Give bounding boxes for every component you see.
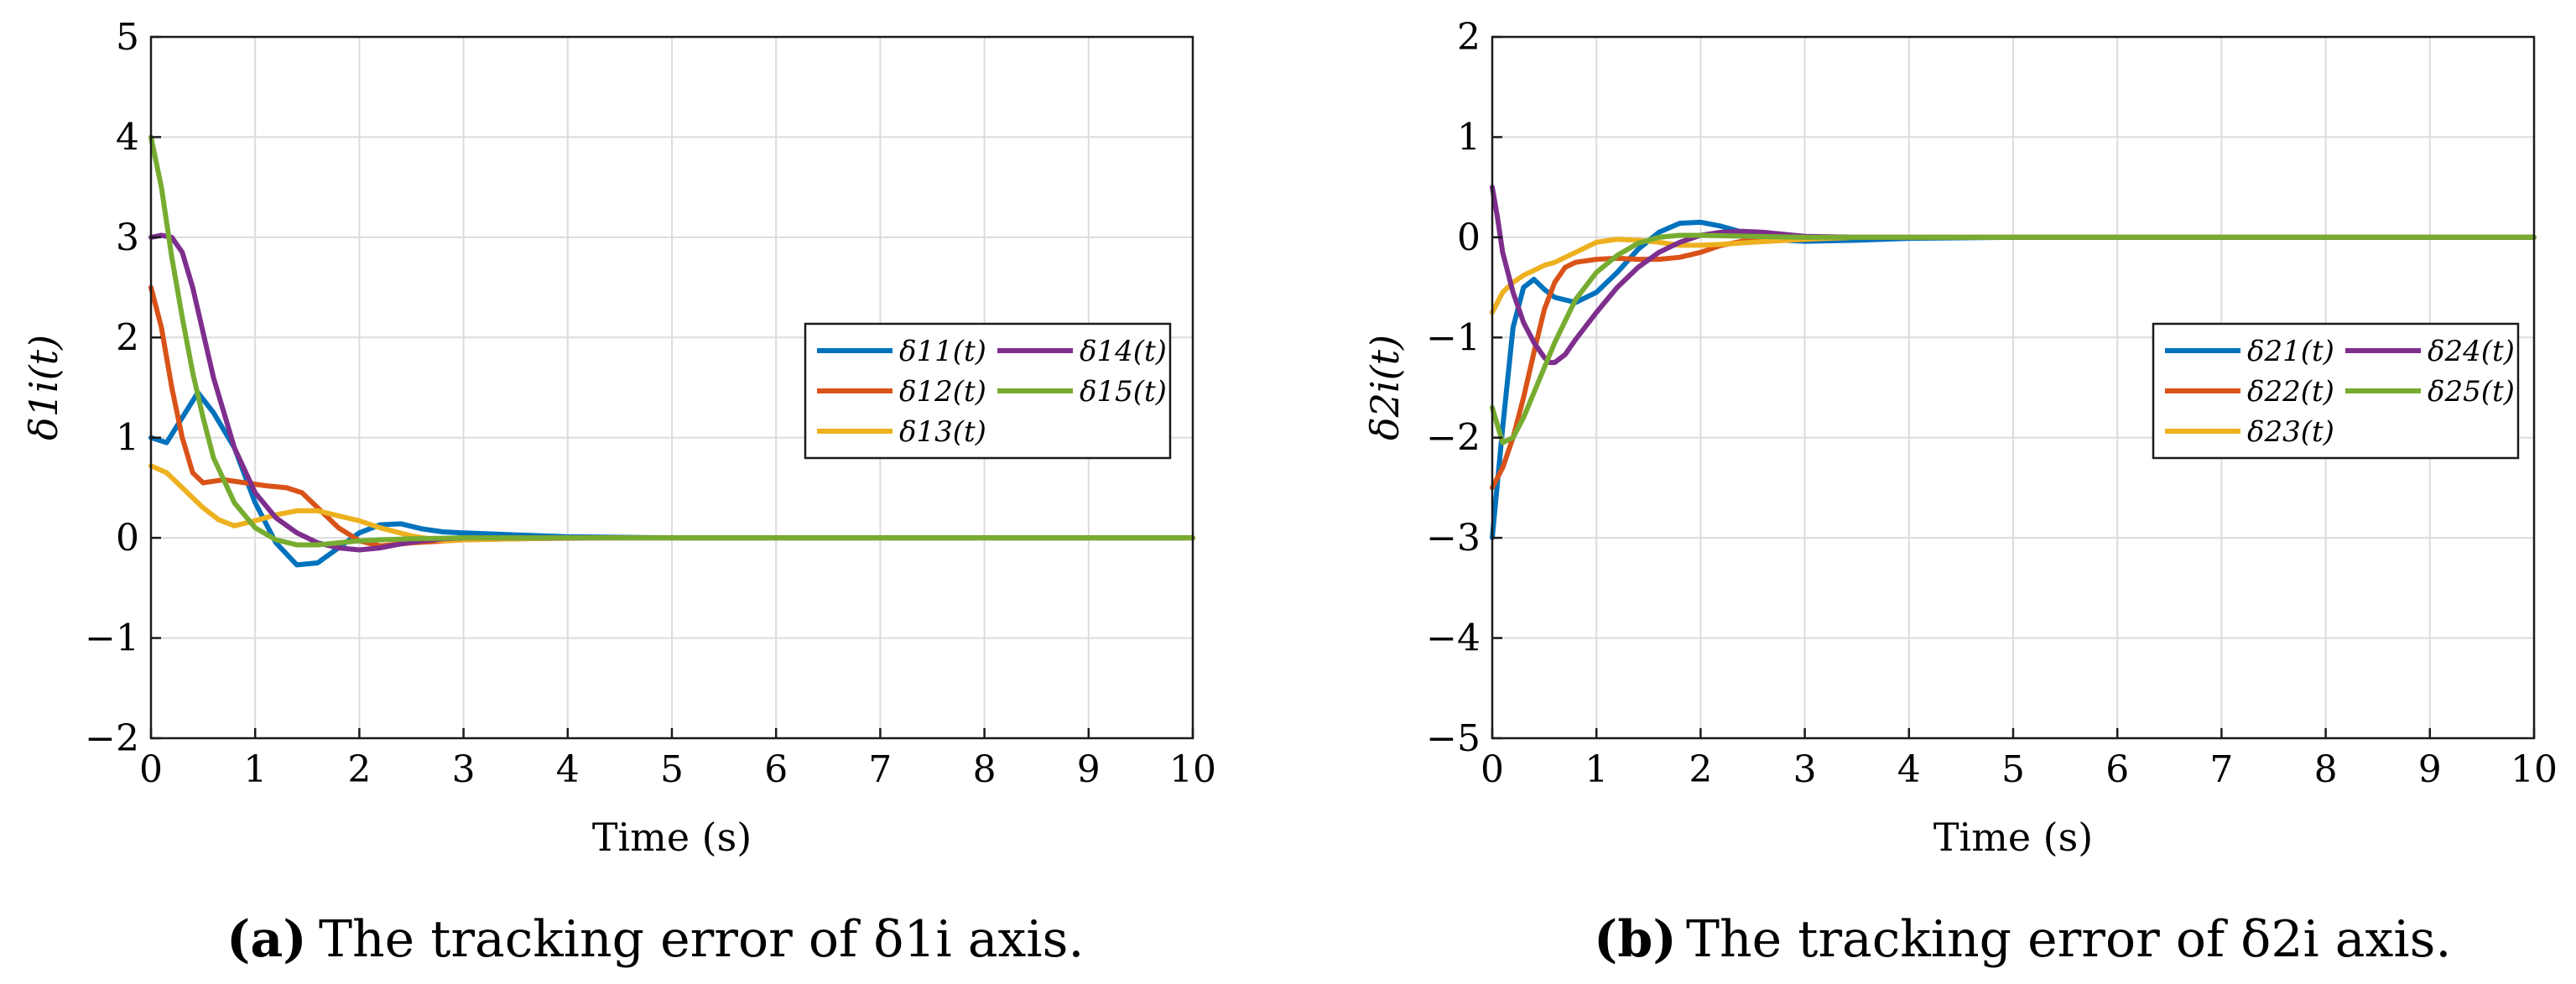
legend-label-2: δ22(t) bbox=[2247, 375, 2334, 409]
y-tick-label: −1 bbox=[85, 617, 139, 660]
x-tick-label: 0 bbox=[139, 748, 163, 791]
panel-a-ylabel: δ1i(t) bbox=[21, 335, 66, 440]
legend-label-2: δ12(t) bbox=[899, 375, 986, 409]
legend-label-5: δ15(t) bbox=[1080, 375, 1167, 409]
x-tick-label: 8 bbox=[2314, 748, 2338, 791]
panel-b-series bbox=[1490, 185, 2537, 541]
y-tick-label: 3 bbox=[116, 216, 139, 259]
legend-label-1: δ21(t) bbox=[2247, 335, 2334, 368]
x-tick-label: 1 bbox=[243, 748, 267, 791]
panel-a-legend: δ11(t) δ12(t) δ13(t) δ14(t) δ15(t) bbox=[804, 322, 1172, 460]
x-tick-label: 4 bbox=[556, 748, 580, 791]
legend-label-3: δ23(t) bbox=[2247, 415, 2334, 449]
y-tick-label: −1 bbox=[1426, 316, 1481, 359]
legend-label-4: δ24(t) bbox=[2428, 335, 2515, 368]
legend-label-4: δ14(t) bbox=[1080, 335, 1167, 368]
y-tick-label: −5 bbox=[1426, 717, 1481, 760]
x-tick-label: 9 bbox=[1077, 748, 1101, 791]
legend-label-1: δ11(t) bbox=[899, 335, 986, 368]
panel-b-xlabel: Time (s) bbox=[1933, 815, 2093, 860]
panel-a-ticks: 0 1 2 3 4 5 6 7 8 9 10 −2 −1 0 1 2 3 4 5 bbox=[85, 16, 1216, 791]
panel-a-caption-text: The tracking error of δ1i axis. bbox=[319, 910, 1084, 969]
legend-label-5: δ25(t) bbox=[2428, 375, 2515, 409]
x-tick-label: 6 bbox=[2105, 748, 2129, 791]
panel-b-legend: δ21(t) δ22(t) δ23(t) δ24(t) δ25(t) bbox=[2152, 322, 2520, 460]
y-tick-label: 4 bbox=[116, 116, 139, 159]
y-tick-label: 1 bbox=[116, 417, 139, 460]
y-tick-label: −3 bbox=[1426, 517, 1481, 560]
x-tick-label: 10 bbox=[1169, 748, 1216, 791]
panel-a-caption-letter: (a) bbox=[226, 910, 307, 969]
y-tick-label: 0 bbox=[1457, 216, 1481, 259]
x-tick-label: 2 bbox=[347, 748, 371, 791]
x-tick-label: 3 bbox=[452, 748, 476, 791]
panel-a-series bbox=[148, 134, 1195, 568]
x-tick-label: 6 bbox=[764, 748, 788, 791]
y-tick-label: 2 bbox=[1457, 16, 1481, 59]
x-tick-label: 4 bbox=[1897, 748, 1921, 791]
x-tick-label: 9 bbox=[2418, 748, 2442, 791]
panel-b-caption-text: The tracking error of δ2i axis. bbox=[1686, 910, 2451, 969]
series-line-5 bbox=[148, 134, 1195, 548]
panel-a-chart: 0 1 2 3 4 5 6 7 8 9 10 −2 −1 0 1 2 3 4 5 Time (s) δ1i(t) δ… bbox=[21, 16, 1216, 969]
x-tick-label: 5 bbox=[2001, 748, 2025, 791]
panel-a-caption: (a) The tracking error of δ1i axis. bbox=[226, 910, 1084, 969]
x-tick-label: 7 bbox=[2209, 748, 2233, 791]
y-tick-label: 0 bbox=[116, 517, 139, 560]
x-tick-label: 3 bbox=[1793, 748, 1817, 791]
panel-b-chart: 0 1 2 3 4 5 6 7 8 9 10 −5 −4 −3 −2 −1 0 1 2 Time (s) δ2i(t… bbox=[1362, 16, 2558, 969]
y-tick-label: −2 bbox=[1426, 417, 1481, 460]
x-tick-label: 8 bbox=[973, 748, 997, 791]
x-tick-label: 0 bbox=[1481, 748, 1504, 791]
y-tick-label: −2 bbox=[85, 717, 139, 760]
x-tick-label: 10 bbox=[2511, 748, 2558, 791]
panel-b-ylabel: δ2i(t) bbox=[1362, 335, 1408, 440]
y-tick-label: 1 bbox=[1457, 116, 1481, 159]
y-tick-label: 2 bbox=[116, 316, 139, 359]
x-tick-label: 2 bbox=[1689, 748, 1712, 791]
panel-a-xlabel: Time (s) bbox=[592, 815, 752, 860]
x-tick-label: 5 bbox=[660, 748, 684, 791]
x-tick-label: 7 bbox=[868, 748, 892, 791]
panel-b-caption: (b) The tracking error of δ2i axis. bbox=[1594, 910, 2451, 969]
series-line-5 bbox=[1490, 232, 2537, 445]
panel-b-caption-letter: (b) bbox=[1594, 910, 1677, 969]
y-tick-label: −4 bbox=[1426, 617, 1481, 660]
y-tick-label: 5 bbox=[116, 16, 139, 59]
legend-label-3: δ13(t) bbox=[899, 415, 986, 449]
panel-b-ticks: 0 1 2 3 4 5 6 7 8 9 10 −5 −4 −3 −2 −1 0 1 2 bbox=[1426, 16, 2558, 791]
x-tick-label: 1 bbox=[1585, 748, 1608, 791]
